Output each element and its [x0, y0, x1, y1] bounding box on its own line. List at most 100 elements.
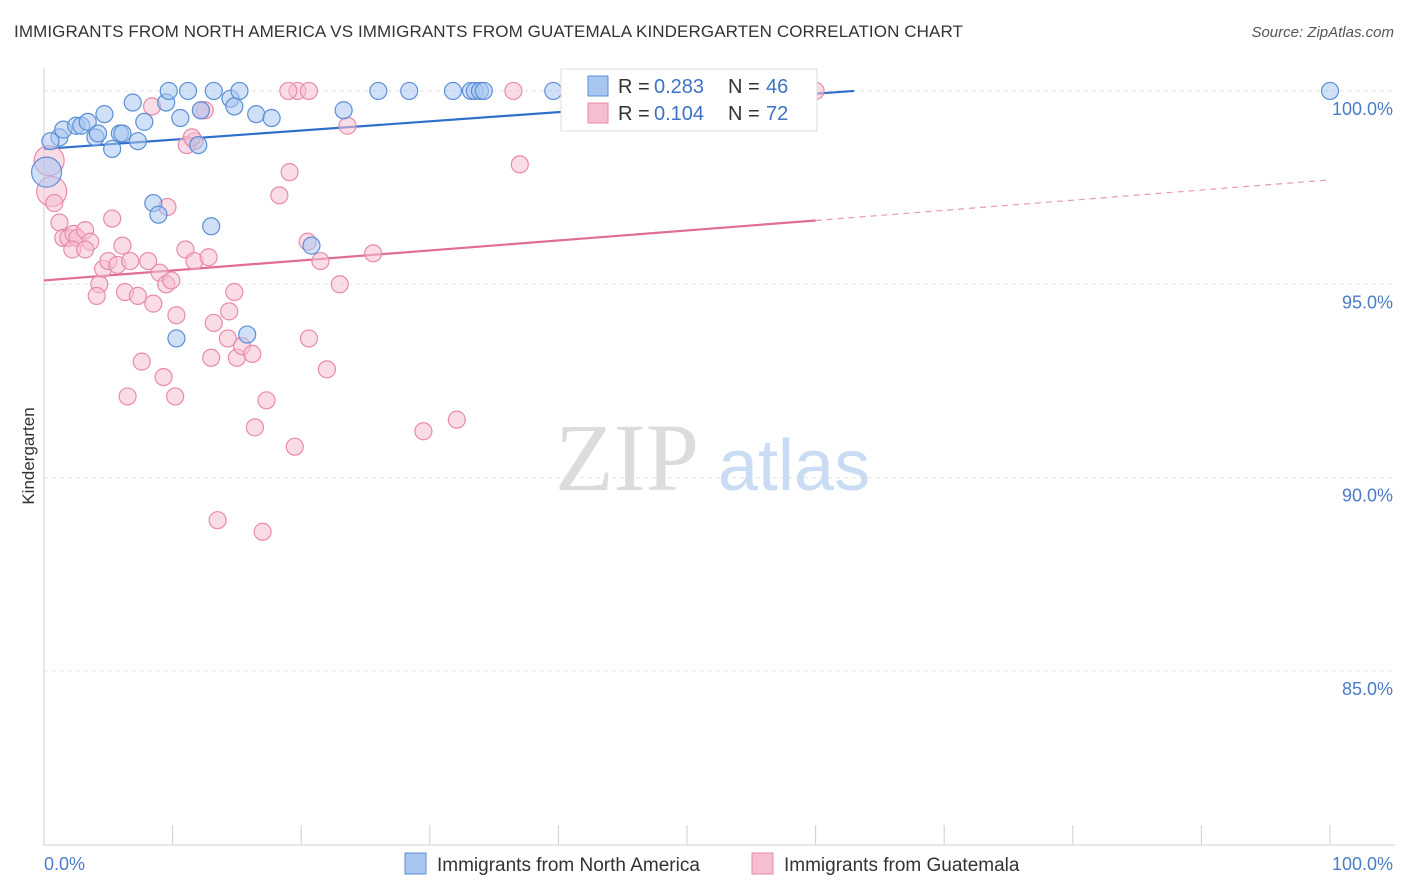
point-guatemala	[338, 116, 357, 135]
point-guatemala	[270, 186, 289, 205]
point-guatemala	[202, 348, 221, 367]
point-guatemala	[299, 329, 319, 348]
point-guatemala	[414, 422, 433, 441]
point-guatemala	[118, 387, 137, 406]
stats-n-label-2: N =	[728, 103, 760, 125]
point-guatemala	[510, 155, 529, 174]
point-north-america	[544, 81, 563, 101]
point-guatemala	[220, 302, 239, 321]
point-guatemala	[299, 81, 319, 101]
point-north-america	[369, 81, 388, 101]
point-north-america	[202, 217, 221, 236]
point-guatemala	[279, 81, 298, 101]
stats-r-value-1: 0.283	[654, 76, 704, 98]
point-guatemala	[330, 275, 349, 294]
x-tick-label: 0.0%	[44, 854, 85, 874]
point-north-america	[191, 101, 210, 120]
point-north-america	[30, 156, 63, 188]
point-north-america	[230, 81, 249, 101]
point-guatemala	[167, 306, 186, 325]
point-guatemala	[113, 236, 132, 255]
point-north-america	[103, 139, 122, 159]
point-guatemala	[199, 248, 218, 267]
point-guatemala	[504, 81, 523, 101]
point-north-america	[334, 101, 353, 120]
point-north-america	[123, 93, 142, 112]
trend-line-guatemala	[43, 219, 816, 282]
point-north-america	[135, 112, 154, 131]
point-north-america	[88, 124, 108, 143]
legend-label-north-america: Immigrants from North America	[437, 855, 700, 876]
stats-n-value-2: 72	[766, 103, 788, 125]
point-guatemala	[76, 240, 95, 259]
point-north-america	[159, 81, 178, 101]
point-guatemala	[243, 344, 262, 363]
point-guatemala	[166, 387, 185, 406]
watermark-zip: ZIP	[555, 404, 699, 511]
point-north-america	[78, 112, 97, 131]
point-guatemala	[144, 294, 163, 313]
point-guatemala	[317, 360, 337, 379]
y-tick-label: 95.0%	[1342, 292, 1393, 312]
y-tick-labels: 100.0% 95.0% 90.0% 85.0%	[1332, 99, 1393, 699]
stats-r-label-2: R =	[618, 103, 650, 125]
point-guatemala	[253, 522, 272, 541]
point-guatemala	[245, 418, 265, 437]
point-north-america	[443, 81, 463, 101]
point-guatemala	[45, 193, 64, 213]
point-north-america	[1320, 81, 1340, 101]
point-north-america	[204, 81, 223, 101]
point-guatemala	[132, 352, 151, 371]
point-guatemala	[204, 313, 223, 333]
point-guatemala	[87, 286, 106, 305]
stats-n-value-1: 46	[766, 76, 788, 98]
x-tick-label: 100.0%	[1332, 854, 1393, 874]
point-north-america	[400, 81, 419, 101]
point-north-america	[262, 108, 281, 128]
y-tick-label: 100.0%	[1332, 99, 1393, 119]
guatemala-trend	[43, 179, 1331, 282]
watermark: ZIP atlas	[555, 404, 870, 511]
point-north-america	[247, 105, 266, 124]
point-north-america	[95, 105, 114, 124]
point-guatemala	[154, 367, 173, 387]
point-north-america	[302, 236, 321, 255]
guatemala-points	[33, 81, 825, 541]
north-america-points	[30, 81, 1340, 348]
point-guatemala	[121, 251, 140, 271]
point-guatemala	[218, 329, 237, 348]
point-guatemala	[285, 437, 304, 456]
chart-title: IMMIGRANTS FROM NORTH AMERICA VS IMMIGRA…	[14, 22, 964, 41]
legend-label-guatemala: Immigrants from Guatemala	[784, 855, 1020, 876]
point-guatemala	[257, 391, 276, 410]
stats-r-value-2: 0.104	[654, 103, 704, 125]
point-north-america	[167, 329, 186, 348]
point-guatemala	[162, 271, 181, 290]
stats-r-label-1: R =	[618, 76, 650, 98]
point-north-america	[238, 325, 257, 344]
point-guatemala	[128, 286, 147, 305]
stats-swatch-guatemala	[587, 102, 609, 124]
series-legend: Immigrants from North America Immigrants…	[404, 852, 1020, 876]
point-guatemala	[280, 163, 299, 182]
stats-n-label-1: N =	[728, 76, 760, 98]
chart-source: Source: ZipAtlas.com	[1251, 24, 1394, 41]
point-north-america	[474, 81, 493, 101]
legend-swatch-guatemala	[751, 852, 774, 875]
y-tick-label: 90.0%	[1342, 486, 1393, 506]
point-guatemala	[364, 244, 383, 263]
y-tick-label: 85.0%	[1342, 679, 1393, 699]
point-guatemala	[208, 511, 227, 530]
point-north-america	[171, 108, 190, 128]
point-north-america	[225, 97, 244, 116]
point-north-america	[128, 132, 147, 151]
stats-swatch-north-america	[587, 75, 609, 97]
stats-legend: R = 0.283 N = 46 R = 0.104 N = 72	[560, 68, 818, 132]
point-guatemala	[447, 410, 466, 429]
point-north-america	[149, 205, 168, 224]
watermark-atlas: atlas	[718, 426, 870, 506]
grid-lines	[44, 90, 1395, 672]
trend-line-guatemala-extension	[815, 179, 1331, 222]
legend-swatch-north-america	[404, 852, 427, 875]
